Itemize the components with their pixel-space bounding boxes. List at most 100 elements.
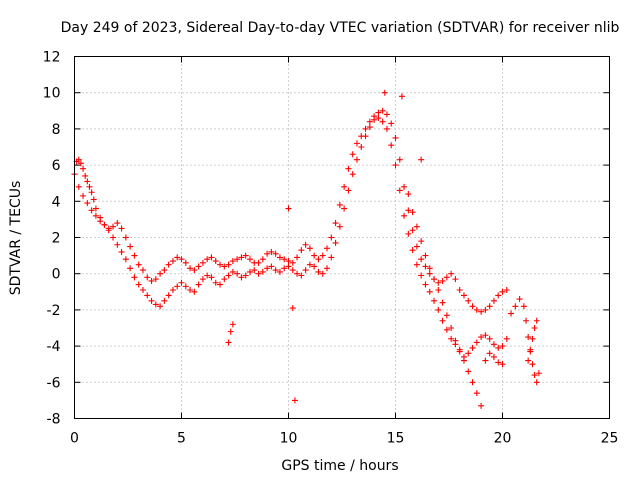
data-point bbox=[169, 286, 176, 293]
data-point bbox=[366, 118, 373, 125]
data-point bbox=[148, 297, 155, 304]
data-point bbox=[349, 171, 356, 178]
data-point bbox=[169, 258, 176, 265]
data-point bbox=[276, 268, 283, 275]
data-point bbox=[341, 205, 348, 212]
data-point bbox=[82, 172, 89, 179]
data-point bbox=[114, 241, 121, 248]
data-point bbox=[371, 116, 378, 123]
data-point bbox=[332, 220, 339, 227]
data-point bbox=[122, 256, 129, 263]
data-point bbox=[413, 223, 420, 230]
data-point bbox=[422, 263, 429, 270]
data-point bbox=[101, 221, 108, 228]
data-point bbox=[366, 124, 373, 131]
data-point bbox=[533, 317, 540, 324]
y-tick-label: -4 bbox=[47, 339, 61, 355]
x-tick-label: 25 bbox=[601, 431, 619, 447]
data-point bbox=[152, 301, 159, 308]
y-tick-label: 10 bbox=[43, 86, 61, 102]
x-axis-label: GPS time / hours bbox=[281, 458, 398, 474]
data-point bbox=[392, 134, 399, 141]
data-point bbox=[375, 115, 382, 122]
data-point bbox=[127, 265, 134, 272]
y-tick-label: 2 bbox=[52, 231, 61, 247]
data-point bbox=[503, 335, 510, 342]
data-point bbox=[311, 263, 318, 270]
data-point bbox=[302, 267, 309, 274]
data-point bbox=[246, 256, 253, 263]
data-point bbox=[306, 261, 313, 268]
y-axis-label: SDTVAR / TECUs bbox=[8, 181, 24, 296]
data-point bbox=[90, 196, 97, 203]
data-point bbox=[319, 252, 326, 259]
data-point bbox=[533, 379, 540, 386]
data-point bbox=[259, 256, 266, 263]
data-point bbox=[413, 261, 420, 268]
data-point bbox=[345, 165, 352, 172]
y-tick-label: 8 bbox=[52, 122, 61, 138]
y-tick-label: -8 bbox=[47, 412, 61, 428]
data-point bbox=[182, 259, 189, 266]
data-point bbox=[118, 225, 125, 232]
data-point bbox=[426, 270, 433, 277]
data-point bbox=[306, 245, 313, 252]
data-point bbox=[409, 209, 416, 216]
data-point bbox=[353, 156, 360, 163]
data-point bbox=[217, 261, 224, 268]
data-point bbox=[529, 361, 536, 368]
data-point bbox=[88, 207, 95, 214]
data-point bbox=[452, 276, 459, 283]
data-point bbox=[174, 254, 181, 261]
data-point bbox=[381, 89, 388, 96]
data-point bbox=[401, 183, 408, 190]
data-point bbox=[490, 297, 497, 304]
x-tick-label: 0 bbox=[70, 431, 79, 447]
data-point bbox=[422, 281, 429, 288]
data-point bbox=[362, 125, 369, 132]
data-point bbox=[77, 160, 84, 167]
data-point bbox=[191, 288, 198, 295]
data-point bbox=[199, 259, 206, 266]
x-axis: 0 5 10 15 20 25 bbox=[70, 56, 619, 447]
data-point bbox=[127, 243, 134, 250]
data-point bbox=[332, 239, 339, 246]
chart-title: Day 249 of 2023, Sidereal Day-to-day VTE… bbox=[61, 20, 620, 36]
data-point bbox=[465, 350, 472, 357]
data-point bbox=[375, 109, 382, 116]
data-point bbox=[204, 272, 211, 279]
data-point bbox=[392, 162, 399, 169]
data-point bbox=[473, 390, 480, 397]
data-point bbox=[379, 107, 386, 114]
data-point bbox=[499, 288, 506, 295]
data-point bbox=[110, 223, 117, 230]
data-point bbox=[298, 247, 305, 254]
data-point bbox=[319, 270, 326, 277]
data-point bbox=[503, 286, 510, 293]
data-point bbox=[217, 281, 224, 288]
data-point bbox=[276, 254, 283, 261]
data-point bbox=[531, 325, 538, 331]
data-point bbox=[398, 93, 405, 100]
data-point bbox=[527, 346, 534, 353]
data-point bbox=[285, 258, 292, 265]
data-point bbox=[353, 140, 360, 147]
y-tick-label: -2 bbox=[47, 303, 61, 319]
data-point bbox=[405, 191, 412, 198]
data-point bbox=[88, 189, 95, 196]
y-tick-label: 0 bbox=[52, 267, 61, 283]
data-point bbox=[118, 248, 125, 255]
data-point bbox=[86, 183, 93, 190]
data-point bbox=[478, 402, 485, 409]
data-point bbox=[418, 238, 425, 245]
data-point bbox=[195, 281, 202, 288]
data-point bbox=[157, 270, 164, 277]
data-point bbox=[212, 279, 219, 286]
data-point bbox=[178, 256, 185, 263]
data-point bbox=[418, 272, 425, 279]
data-point bbox=[255, 270, 262, 277]
data-point bbox=[523, 317, 530, 324]
data-point bbox=[165, 292, 172, 299]
data-point bbox=[456, 346, 463, 353]
